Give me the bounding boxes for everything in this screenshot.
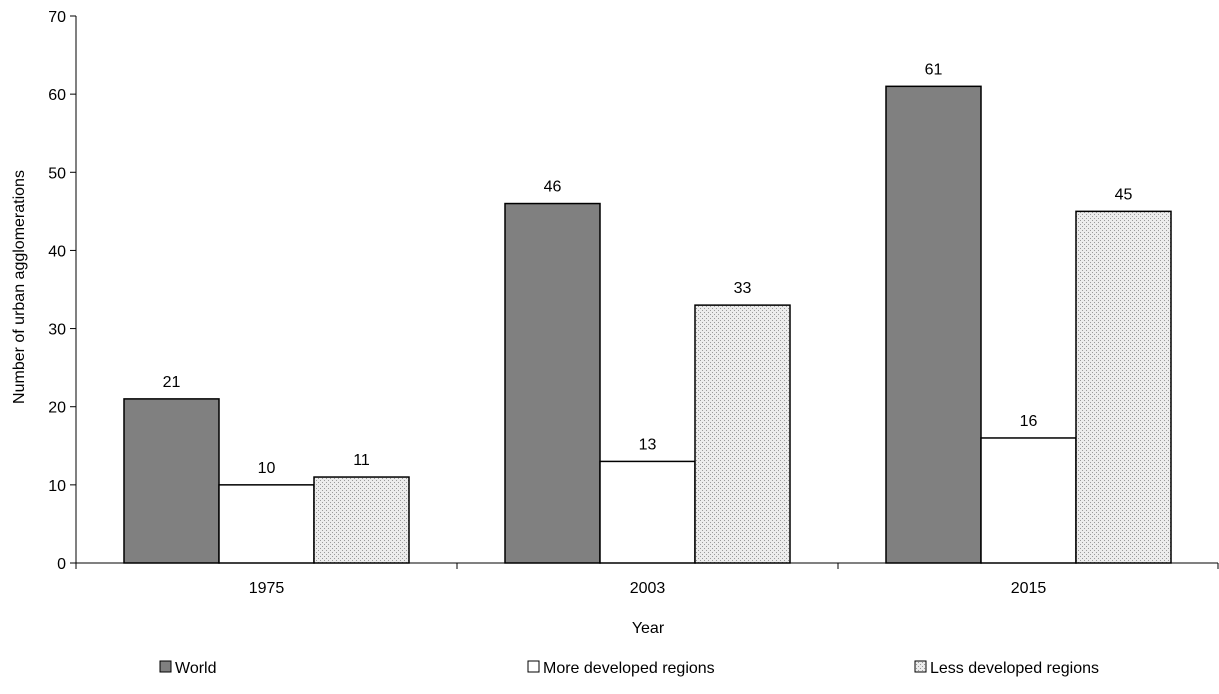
bar [694, 304, 791, 564]
legend-swatch [914, 660, 927, 673]
x-tick-label: 1975 [249, 580, 285, 597]
y-tick-label: 20 [48, 400, 66, 417]
y-tick-label: 50 [48, 165, 66, 182]
y-axis-title: Number of urban agglomerations [11, 170, 28, 404]
x-axis-title: Year [632, 620, 665, 637]
y-tick-label: 10 [48, 478, 66, 495]
data-label: 61 [925, 61, 943, 78]
x-tick-label: 2015 [1011, 580, 1047, 597]
y-tick-label: 30 [48, 322, 66, 339]
y-tick-label: 60 [48, 87, 66, 104]
bar [885, 85, 982, 564]
legend: World More developed regions Less develope… [159, 660, 1099, 677]
data-label: 16 [1020, 413, 1038, 430]
data-label: 10 [258, 460, 276, 477]
plot-area: 0 10 20 30 40 50 60 70 21 10 11 1975 46 13 33 2003 61 16 4… [48, 9, 1219, 597]
x-tick-label: 2003 [630, 580, 666, 597]
y-tick-label: 70 [48, 9, 66, 26]
legend-label: World [175, 660, 217, 677]
legend-swatch [159, 660, 172, 673]
legend-label: More developed regions [543, 660, 715, 677]
bar [313, 476, 410, 564]
bar [218, 484, 315, 564]
bar [504, 202, 601, 564]
y-tick-label: 0 [57, 556, 66, 573]
bar [123, 398, 220, 564]
data-label: 13 [639, 436, 657, 453]
data-label: 46 [544, 179, 562, 196]
legend-swatch [527, 660, 540, 673]
bar [1075, 210, 1172, 564]
y-tick-label: 40 [48, 243, 66, 260]
legend-label: Less developed regions [930, 660, 1099, 677]
data-label: 21 [163, 374, 181, 391]
bar [599, 460, 696, 564]
data-label: 33 [734, 280, 752, 297]
data-label: 45 [1115, 186, 1133, 203]
bar [980, 437, 1077, 564]
data-label: 11 [353, 452, 370, 469]
